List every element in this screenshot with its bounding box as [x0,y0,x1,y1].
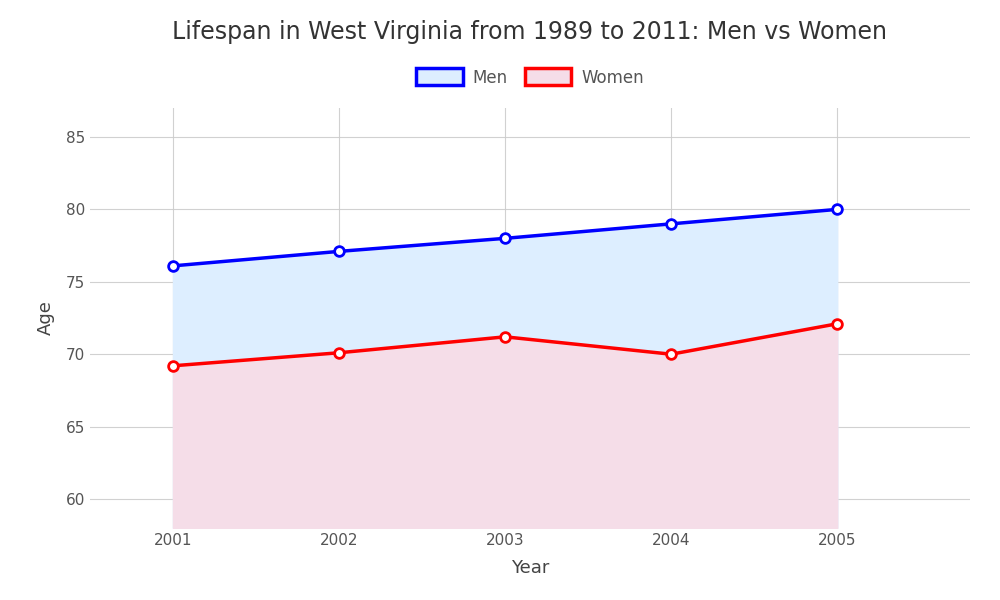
Women [167,362,179,370]
Title: Lifespan in West Virginia from 1989 to 2011: Men vs Women: Lifespan in West Virginia from 1989 to 2… [173,20,888,44]
Women [333,349,345,356]
X-axis label: Year: Year [511,559,549,577]
Women [499,333,511,340]
Women [831,320,843,328]
Men [831,206,843,213]
Men [167,262,179,269]
Line: Women: Women [168,319,842,371]
Y-axis label: Age: Age [37,301,55,335]
Men [665,220,677,227]
Men [499,235,511,242]
Men [333,248,345,255]
Women [665,350,677,358]
Line: Men: Men [168,205,842,271]
Legend: Men, Women: Men, Women [409,62,651,93]
